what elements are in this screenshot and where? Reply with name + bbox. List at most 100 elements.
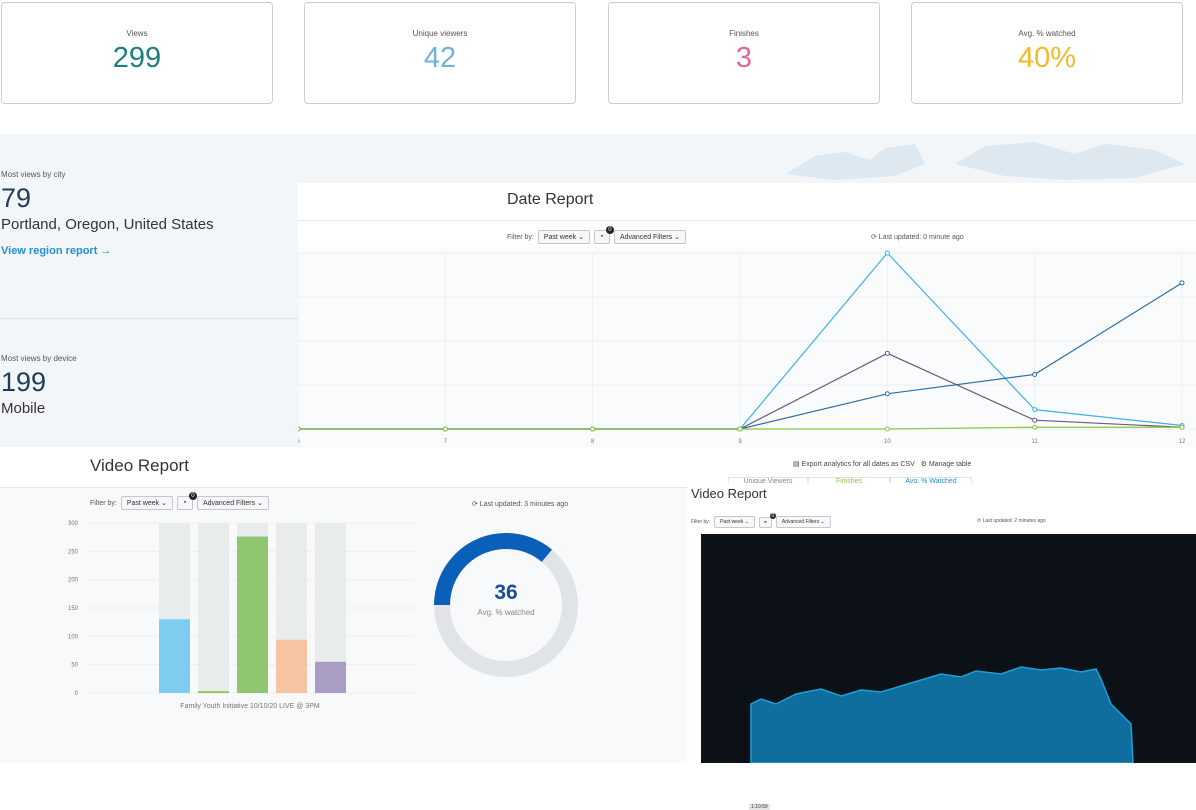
data-point [590,426,596,432]
city-caption: Most views by city [1,170,66,179]
filter-label: Filter by: [90,499,117,507]
device-caption: Most views by device [1,354,77,363]
stat-value: 42 [423,42,457,74]
camera-icon: ▪ [183,499,187,506]
filter-count-badge: 0 [769,512,776,519]
data-point [884,350,890,356]
tab-avg-watched[interactable]: Avg. % Watched [890,477,972,488]
bar-chart-xlabel: Family Youth Initiative 10/10/20 LIVE @ … [180,703,320,710]
x-tick-label: 6 [298,439,300,445]
x-tick-label: 7 [444,439,448,445]
camera-icon: ▪ [600,233,604,240]
filter-count-badge: 0 [605,226,614,234]
y-tick-label: 200 [68,578,79,584]
date-range-dropdown[interactable]: Past week ⌄ [537,230,590,244]
filter-label: Filter by: [507,233,534,241]
data-point [1032,424,1038,430]
donut-value: 36 [494,581,518,604]
world-map-graphic [785,142,1185,180]
stat-value: 299 [112,42,162,74]
device-name: Mobile [1,400,46,417]
y-tick-label: 0 [75,691,79,697]
video-report-left-panel: Video Report Filter by: Past week ⌄ ▪ 0 … [0,447,687,763]
playhead-time: 1:10:59 [749,804,770,810]
video-report-title: Video Report [691,486,767,501]
manage-table-link[interactable]: ⚙ Manage table [920,461,972,468]
audience-retention-screen: 1:10:59 [701,534,1196,810]
video-bar-chart: 300 250 200 150 100 50 0 [68,521,415,697]
bar [237,536,268,693]
stat-label: Unique viewers [412,29,468,38]
data-point [442,426,448,432]
tab-unique-viewers[interactable]: Unique Viewers [728,477,808,488]
x-tick-label: 8 [591,439,595,445]
advanced-filters-dropdown[interactable]: Advanced Filters ⌄ [775,516,831,528]
data-point [1032,371,1038,377]
data-point [1032,417,1038,423]
date-range-dropdown[interactable]: Past week ⌄ [714,516,755,528]
camera-filter-button[interactable]: ▪ 0 [758,512,776,528]
city-section: Most views by city 79 Portland, Oregon, … [1,170,214,257]
camera-filter-button[interactable]: ▪ 0 [176,492,197,510]
donut-label: Avg. % watched [477,608,535,617]
video-filter-row: Filter by: Past week ⌄ ▪ 0 Advanced Filt… [90,492,269,510]
data-point [737,426,743,432]
stat-label: Views [126,29,148,38]
view-region-report-link[interactable]: View region report → [1,245,112,257]
left-panel: Most views by city 79 Portland, Oregon, … [0,160,298,460]
video-last-updated: ⟳ Last updated: 3 minutes ago [472,501,569,508]
export-icon: ▤ [793,461,802,468]
retention-graph [750,666,1134,764]
data-point [1032,407,1038,413]
y-tick-label: 50 [71,663,78,669]
export-csv-link[interactable]: Export analytics for all dates as CSV [801,461,915,468]
data-point [884,426,890,432]
date-range-dropdown[interactable]: Past week ⌄ [120,496,173,510]
date-report-panel: Date Report Filter by: Past week ⌄ ▪ 0 A… [298,183,1196,488]
video-filter-row: Filter by: Past week ⌄ ▪ 0 Advanced Filt… [691,512,831,528]
tab-finishes[interactable]: Finishes [808,477,890,488]
x-tick-label: 10 [884,439,891,445]
filter-label: Filter by: [691,519,711,525]
filter-count-badge: 0 [188,492,197,500]
y-tick-label: 250 [68,549,79,555]
device-section: Most views by device 199 Mobile [1,354,77,417]
date-last-updated: ⟳ Last updated: 0 minute ago [871,234,964,241]
x-tick-label: 9 [738,439,742,445]
stat-value: 40% [1017,42,1077,74]
stat-value: 3 [735,42,753,74]
camera-filter-button[interactable]: ▪ 0 [593,226,614,244]
bar-track [198,523,229,693]
data-point [1179,424,1185,430]
stat-card-views[interactable]: Views 299 [1,2,273,104]
data-point [298,426,301,432]
bar [198,691,229,693]
y-tick-label: 300 [68,521,79,527]
stats-strip: Views 299 Unique viewers 42 Finishes 3 A… [0,0,1196,133]
export-row: ▤ Export analytics for all dates as CSV … [793,460,971,468]
data-point [884,250,890,256]
stat-label: Avg. % watched [1018,29,1076,38]
stat-card-finishes[interactable]: Finishes 3 [608,2,880,104]
avg-watched-donut: 36 Avg. % watched [432,531,580,679]
advanced-filters-dropdown[interactable]: Advanced Filters ⌄ [613,230,686,244]
city-name: Portland, Oregon, United States [1,216,214,233]
date-report-title: Date Report [507,191,594,208]
video-last-updated: ⟳ Last updated: 2 minutes ago [977,518,1046,524]
y-tick-label: 150 [68,606,79,612]
city-count: 79 [1,183,32,213]
date-filter-row: Filter by: Past week ⌄ ▪ 0 Advanced Filt… [507,226,686,244]
data-point [1179,280,1185,286]
x-tick-label: 12 [1179,439,1186,445]
advanced-filters-dropdown[interactable]: Advanced Filters ⌄ [196,496,269,510]
date-report-header: Date Report [298,183,1196,221]
stat-card-avg-watched[interactable]: Avg. % watched 40% [911,2,1183,104]
camera-icon: ▪ [764,518,767,526]
video-report-right-panel: Video Report Filter by: Past week ⌄ ▪ 0 … [687,483,1196,810]
device-count: 199 [1,367,47,397]
video-report-title: Video Report [90,456,189,475]
retention-area [750,666,1134,764]
y-tick-label: 100 [68,634,79,640]
divider [0,318,298,319]
stat-card-unique-viewers[interactable]: Unique viewers 42 [304,2,576,104]
